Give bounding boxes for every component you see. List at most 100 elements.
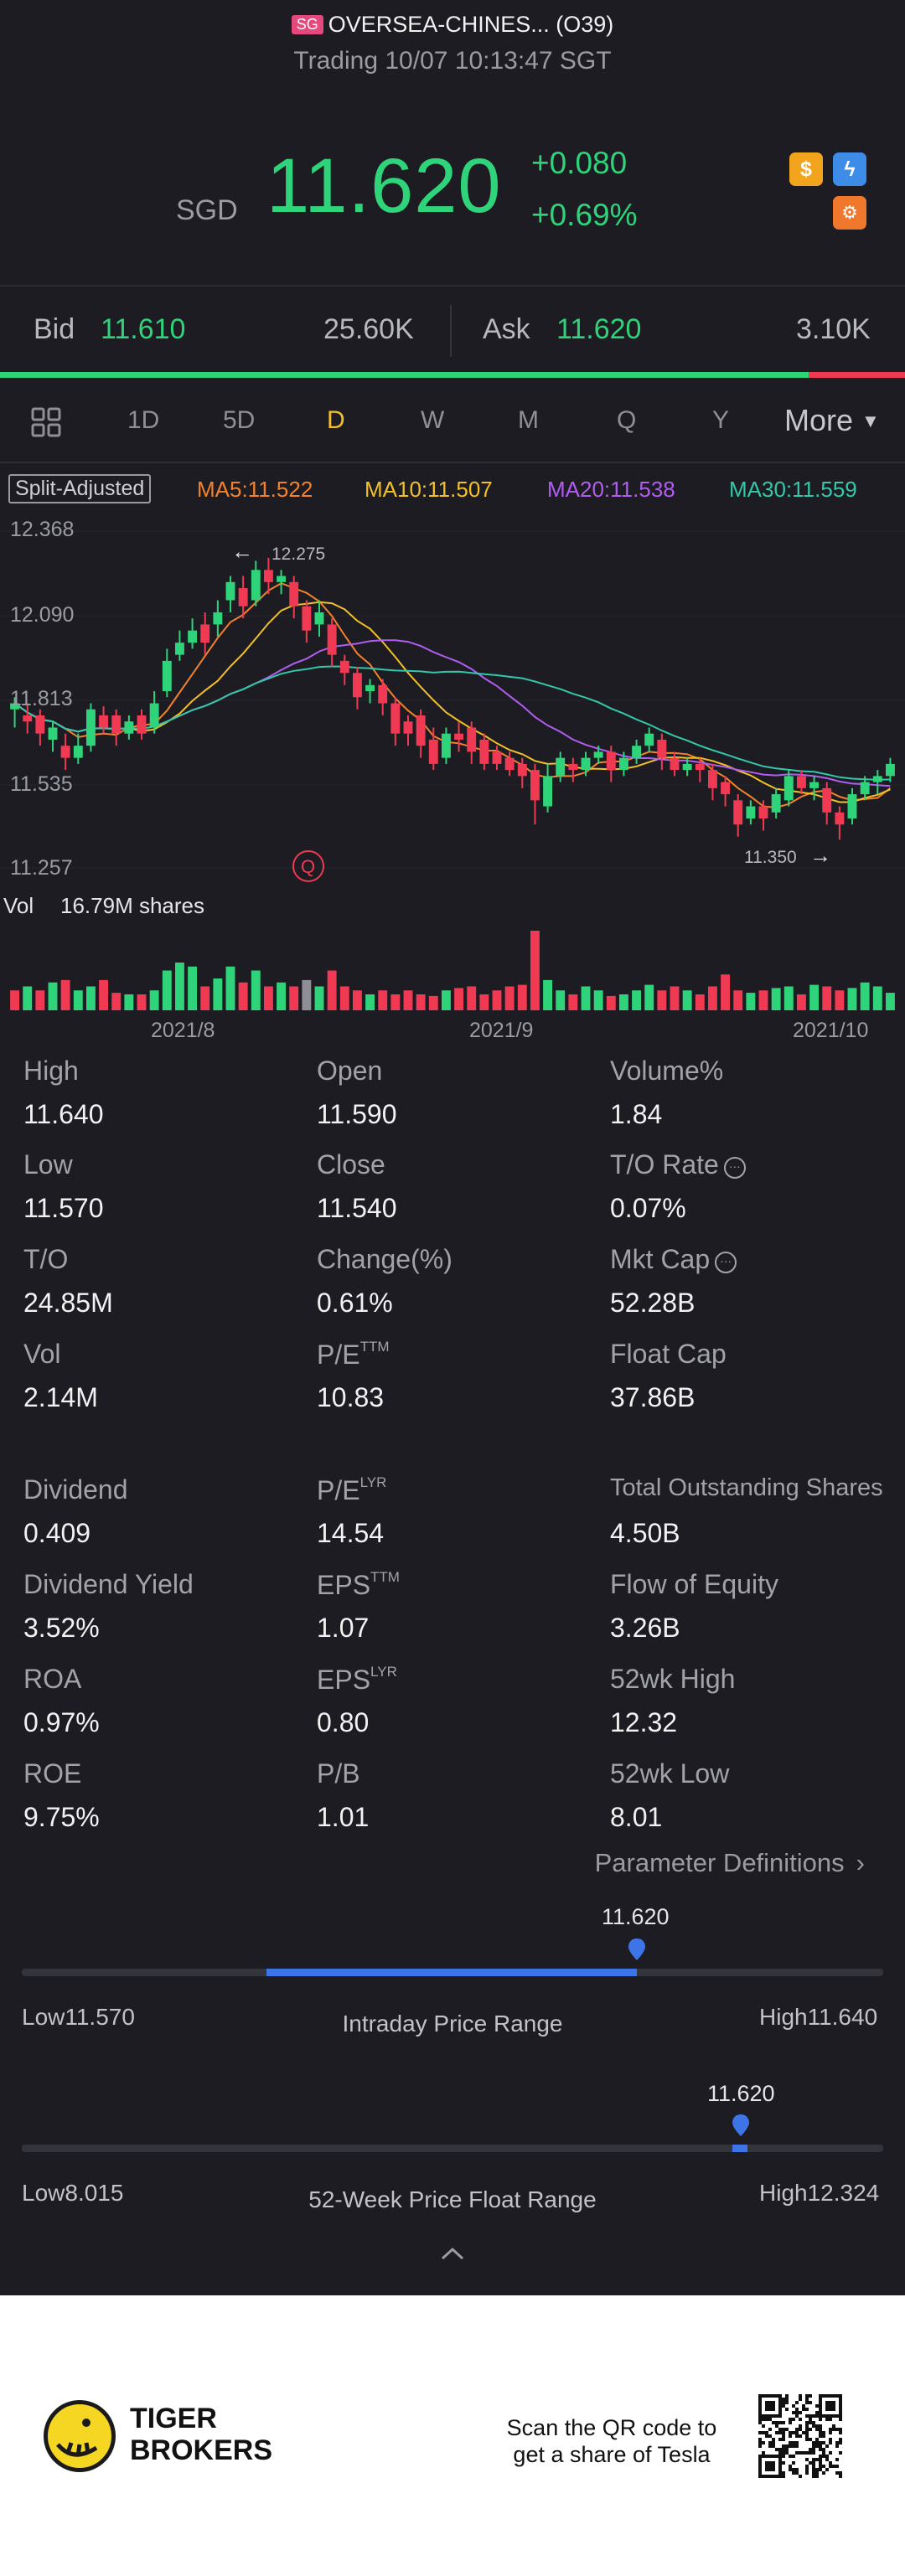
- tab-month[interactable]: M: [518, 406, 539, 434]
- stat-label-text: 52wk Low: [610, 1758, 730, 1789]
- volume-bar: [885, 993, 895, 1010]
- stat-value: 3.52%: [23, 1613, 100, 1643]
- tab-more[interactable]: More ▼: [784, 403, 880, 438]
- candle-body: [416, 715, 426, 746]
- candle-body: [441, 733, 451, 758]
- stat-value: 24.85M: [23, 1288, 113, 1318]
- split-adjusted-toggle[interactable]: Split-Adjusted: [8, 474, 152, 503]
- tab-year[interactable]: Y: [712, 406, 730, 434]
- volume-bar: [543, 979, 553, 1010]
- stat-label-text: Open: [317, 1056, 383, 1086]
- y-tick-label: 12.090: [10, 603, 74, 627]
- stat-label: Dividend Yield: [23, 1569, 194, 1600]
- tab-5d[interactable]: 5D: [223, 406, 256, 434]
- volume-bar: [339, 986, 349, 1010]
- volume-bar: [530, 931, 540, 1010]
- candle-body: [822, 787, 832, 813]
- candle-body: [263, 570, 273, 582]
- tab-day[interactable]: D: [327, 406, 345, 434]
- candle-body: [200, 624, 210, 643]
- x-tick-label: 2021/10: [793, 1019, 868, 1042]
- stat-label-text: P/B: [317, 1758, 360, 1789]
- candle-body: [657, 739, 667, 758]
- volume-bar: [467, 986, 477, 1010]
- candle-body: [847, 794, 857, 819]
- volume-bar: [365, 994, 375, 1010]
- brand-name: TIGER BROKERS: [130, 2403, 272, 2466]
- stat-label-text: Total Outstanding Shares: [610, 1474, 883, 1501]
- candle-body: [314, 612, 324, 625]
- stat-label: High: [23, 1056, 79, 1087]
- chevron-up-icon[interactable]: [439, 2245, 466, 2262]
- dollar-icon[interactable]: $: [789, 152, 823, 186]
- tab-1d[interactable]: 1D: [127, 406, 160, 434]
- candle-body: [352, 673, 362, 698]
- candle-body: [556, 757, 566, 777]
- grid-icon[interactable]: [30, 406, 62, 438]
- flash-icon[interactable]: ϟ: [833, 152, 866, 186]
- info-icon[interactable]: ···: [715, 1252, 737, 1273]
- tab-week[interactable]: W: [421, 406, 445, 434]
- stat-label-text: Float Cap: [610, 1339, 727, 1369]
- stat-label[interactable]: Mkt Cap ···: [610, 1244, 737, 1275]
- candle-body: [504, 757, 515, 771]
- volume-bar: [556, 990, 566, 1010]
- stat-label-superscript: TTM: [359, 1339, 390, 1355]
- parameter-definitions-link[interactable]: Parameter Definitions ›: [595, 1848, 865, 1878]
- volume-bar: [695, 994, 705, 1010]
- earnings-marker[interactable]: [292, 850, 324, 882]
- stat-label-text: Vol: [23, 1339, 61, 1369]
- ma20-value: MA20:11.538: [547, 477, 675, 502]
- stat-label[interactable]: T/O Rate ···: [610, 1149, 746, 1180]
- moving-average-lines: [14, 582, 892, 809]
- stat-value: 11.640: [23, 1099, 104, 1129]
- volume-bar: [137, 994, 147, 1010]
- stat-label: P/ELYR: [317, 1474, 386, 1506]
- volume-bar: [796, 994, 806, 1010]
- stat-label: ROE: [23, 1758, 81, 1789]
- volume-value: 16.79M shares: [60, 893, 204, 918]
- volume-bar: [314, 986, 324, 1010]
- qr-caption: Scan the QR code to get a share of Tesla: [486, 2414, 737, 2468]
- stat-value: 1.84: [610, 1099, 663, 1129]
- candle-body: [530, 770, 540, 801]
- volume-bar: [200, 986, 210, 1010]
- volume-bar: [492, 990, 502, 1010]
- candle-body: [327, 624, 337, 655]
- market-badge: SG: [291, 15, 323, 34]
- chevron-right-icon: ›: [856, 1848, 865, 1877]
- stat-value: 0.409: [23, 1518, 91, 1548]
- volume-bar: [606, 995, 616, 1010]
- candlestick-chart[interactable]: 12.368 12.090 11.813 11.535 11.257 ← 12.…: [0, 508, 905, 1044]
- volume-bar: [111, 993, 122, 1010]
- price-change-percent: +0.69%: [531, 198, 638, 232]
- options-icon[interactable]: ⚙: [833, 196, 866, 230]
- brand-line-1: TIGER: [130, 2403, 217, 2434]
- volume-bar: [416, 994, 426, 1010]
- volume-bar: [73, 990, 83, 1010]
- tab-quarter[interactable]: Q: [617, 406, 637, 434]
- volume-bar: [225, 966, 235, 1010]
- stat-label: T/O: [23, 1244, 68, 1275]
- candle-body: [23, 715, 33, 722]
- volume-bar: [60, 979, 70, 1010]
- candle-body: [746, 806, 756, 819]
- candle-body: [454, 733, 464, 740]
- volume-bar: [872, 986, 882, 1010]
- info-icon[interactable]: ···: [723, 1157, 746, 1179]
- stat-label: ROA: [23, 1664, 81, 1695]
- volume-bar: [593, 990, 603, 1010]
- volume-bar: [251, 970, 261, 1010]
- volume-bar: [302, 979, 312, 1010]
- stock-title[interactable]: SG OVERSEA-CHINES... (O39): [0, 12, 905, 38]
- candle-body: [885, 763, 895, 777]
- stat-value: 11.590: [317, 1099, 397, 1129]
- candle-body: [289, 581, 299, 607]
- candle-body: [796, 776, 806, 788]
- candle-body: [872, 776, 882, 782]
- candle-body: [124, 721, 134, 734]
- candle-body: [188, 630, 198, 643]
- volume-bar: [504, 986, 515, 1010]
- chart-labels: 12.368 12.090 11.813 11.535 11.257 ← 12.…: [3, 518, 868, 1042]
- intraday-current-price: 11.620: [602, 1904, 670, 1929]
